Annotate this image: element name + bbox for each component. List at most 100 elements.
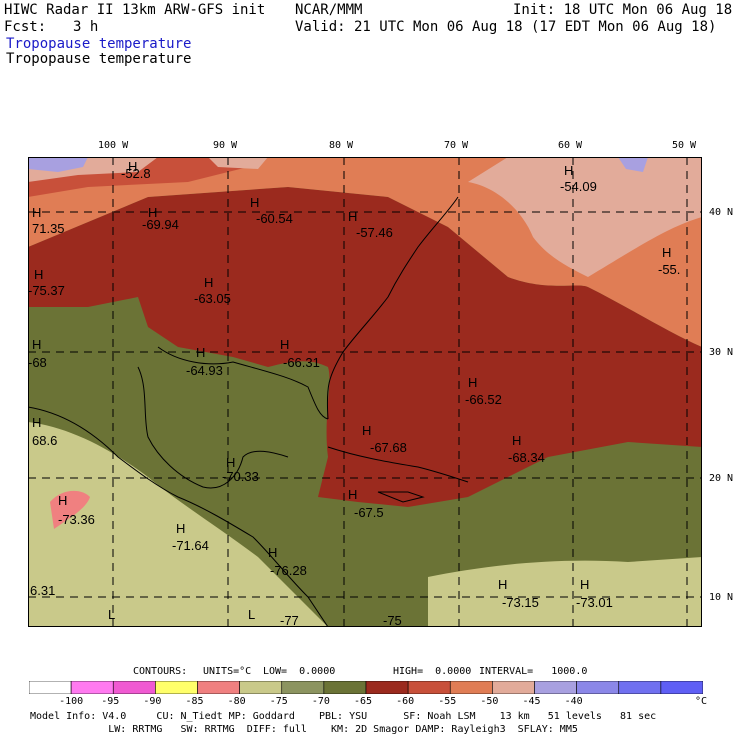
model-info-line2: LW: RRTMG SW: RRTMG DIFF: full KM: 2D Sm… (30, 724, 578, 735)
extremum-mark: H (32, 415, 41, 430)
extremum-value: -66.52 (465, 392, 502, 407)
extremum-value: -73.15 (502, 595, 539, 610)
colorbar-swatch (155, 681, 198, 694)
lat-label: 30 N (709, 347, 734, 358)
lat-label: 40 N (709, 207, 734, 218)
colorbar-tick-label: -75 (269, 696, 288, 707)
extremum-mark: H (34, 267, 43, 282)
colorbar-swatch (449, 681, 493, 694)
extremum-value: -67.68 (370, 440, 407, 455)
colorbar-swatch (618, 681, 662, 694)
colorbar-tick-label: -55 (438, 696, 457, 707)
extremum-mark: L (108, 607, 115, 622)
colorbar-tick-label: -65 (354, 696, 373, 707)
coastline (137, 366, 289, 489)
lon-label: 70 W (444, 140, 469, 151)
extremum-value: -71.64 (172, 538, 209, 553)
colorbar-tick-label: -70 (311, 696, 330, 707)
extremum-value: -63.05 (194, 291, 231, 306)
extremum-value: -75.37 (28, 283, 65, 298)
colorbar-swatch (197, 681, 240, 694)
colorbar-tick-label: -90 (143, 696, 162, 707)
extremum-mark: L (248, 607, 255, 622)
extremum-value: -52.8 (121, 166, 151, 181)
extremum-value: -67.5 (354, 505, 384, 520)
colorbar-swatch (407, 681, 451, 694)
lon-label: 60 W (558, 140, 583, 151)
island-outline (327, 446, 469, 503)
extremum-mark: H (226, 455, 235, 470)
extremum-value: 6.31 (30, 583, 55, 598)
fill-light-olive-region (28, 422, 328, 627)
contours-high: HIGH= 0.0000 (393, 666, 472, 677)
colorbar-tick-label: -60 (396, 696, 415, 707)
extremum-mark: H (362, 423, 371, 438)
colorbar (29, 681, 703, 694)
extremum-value: -68 (28, 355, 47, 370)
colorbar-tick-label: -95 (101, 696, 120, 707)
extremum-value: -60.54 (256, 211, 293, 226)
extremum-mark: H (32, 205, 41, 220)
colorbar-tick-label: -85 (185, 696, 204, 707)
extremum-mark: H (196, 345, 205, 360)
fcst-label: Fcst: (4, 19, 47, 35)
extremum-mark: H (58, 493, 67, 508)
colorbar-tick-label: -100 (59, 696, 84, 707)
colorbar-swatch (492, 681, 535, 694)
init-time: Init: 18 UTC Mon 06 Aug 18 (513, 2, 733, 18)
extremum-value: 71.35 (32, 221, 65, 236)
colorbar-tick-label: -50 (480, 696, 499, 707)
contours-label: CONTOURS: (133, 666, 188, 677)
lon-label: 50 W (672, 140, 697, 151)
contours-interval: INTERVAL= 1000.0 (479, 666, 588, 677)
extremum-value: -76.28 (270, 563, 307, 578)
extremum-mark: H (348, 487, 357, 502)
extremum-mark: H (148, 205, 157, 220)
colorbar-swatch (281, 681, 325, 694)
colorbar-swatch (239, 681, 283, 694)
lon-label: 80 W (329, 140, 354, 151)
valid-time: Valid: 21 UTC Mon 06 Aug 18 (17 EDT Mon … (295, 19, 717, 35)
extremum-mark: H (662, 245, 671, 260)
extremum-value: -75 (383, 613, 402, 627)
colorbar-tick-label: -80 (227, 696, 246, 707)
extremum-value: -73.01 (576, 595, 613, 610)
colorbar-tick-label: -45 (522, 696, 541, 707)
extremum-value: -57.46 (356, 225, 393, 240)
colorbar-swatch (323, 681, 367, 694)
extremum-mark: H (176, 521, 185, 536)
extremum-value: -68.34 (508, 450, 545, 465)
extremum-value: -70.33 (222, 469, 259, 484)
model-info-line1: Model Info: V4.0 CU: N_Tiedt MP: Goddard… (30, 711, 657, 722)
extremum-mark: H (580, 577, 589, 592)
extremum-mark: H (128, 159, 137, 174)
fill-dark-red-region (28, 187, 702, 507)
extremum-mark: H (268, 545, 277, 560)
colorbar-swatch (112, 681, 156, 694)
fill-light-pink-region (208, 157, 268, 169)
extremum-mark: H (32, 337, 41, 352)
extremum-mark: H (348, 209, 357, 224)
colorbar-tick-label: -40 (564, 696, 583, 707)
extremum-value: -73.36 (58, 512, 95, 527)
contours-units: UNITS=°C (203, 666, 252, 677)
extremum-mark: H (512, 433, 521, 448)
extremum-mark: H (498, 577, 507, 592)
colorbar-swatch (70, 681, 114, 694)
lon-label: 90 W (213, 140, 238, 151)
colorbar-swatch (29, 681, 72, 694)
fill-lavender-region (618, 157, 648, 172)
colorbar-unit: °C (695, 696, 708, 707)
tropopause-temperature-map: H-52.8 H-54.09 H71.35 H-69.94 H-60.54 H-… (28, 157, 702, 627)
field-title-secondary: Tropopause temperature (6, 51, 192, 67)
colorbar-swatch (534, 681, 577, 694)
extremum-mark: H (250, 195, 259, 210)
field-title-primary: Tropopause temperature (6, 36, 192, 52)
contours-low: LOW= 0.0000 (263, 666, 336, 677)
fill-light-olive-region (428, 557, 702, 627)
model-title: HIWC Radar II 13km ARW-GFS init (4, 2, 266, 18)
colorbar-swatch (576, 681, 620, 694)
extremum-value: -66.31 (283, 355, 320, 370)
colorbar-swatch (365, 681, 409, 694)
lat-lon-grid (28, 157, 702, 627)
